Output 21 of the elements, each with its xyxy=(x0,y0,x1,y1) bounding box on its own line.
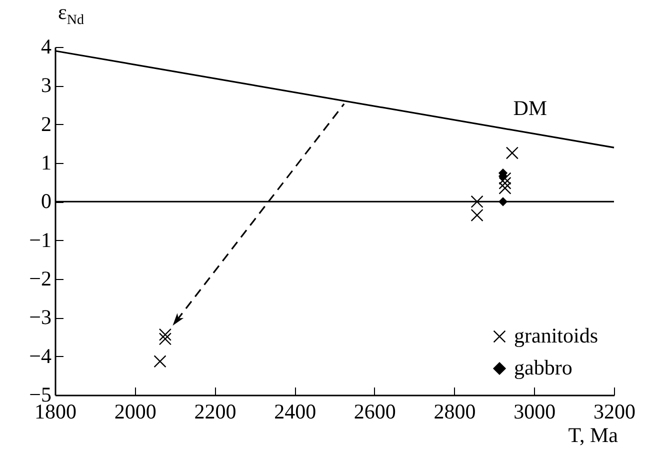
y-tick-label: 2 xyxy=(41,112,52,136)
x-axis-title: T, Ma xyxy=(568,423,619,447)
x-tick-label: 2800 xyxy=(434,400,476,424)
y-tick-label: −2 xyxy=(29,266,52,290)
x-tick-label: 2400 xyxy=(274,400,316,424)
x-tick-label: 2600 xyxy=(354,400,396,424)
y-tick-label: −3 xyxy=(29,305,52,330)
x-tick-label: 3000 xyxy=(514,400,556,424)
y-tick-label: 4 xyxy=(41,34,52,58)
x-tick-label: 2200 xyxy=(194,400,236,424)
y-tick-label: −1 xyxy=(29,228,52,252)
x-tick-label: 3200 xyxy=(594,400,636,424)
legend-label: gabbro xyxy=(514,356,572,380)
y-tick-label: 1 xyxy=(41,150,52,174)
y-tick-label: 0 xyxy=(41,189,52,214)
x-tick-label: 2000 xyxy=(114,400,156,424)
legend-label: granitoids xyxy=(514,324,598,348)
y-tick-label: −4 xyxy=(29,344,52,368)
series-label: DM xyxy=(513,96,548,120)
y-axis-title: ε$_{Nd}$ xyxy=(58,0,84,30)
y-tick-label: 3 xyxy=(41,73,52,98)
